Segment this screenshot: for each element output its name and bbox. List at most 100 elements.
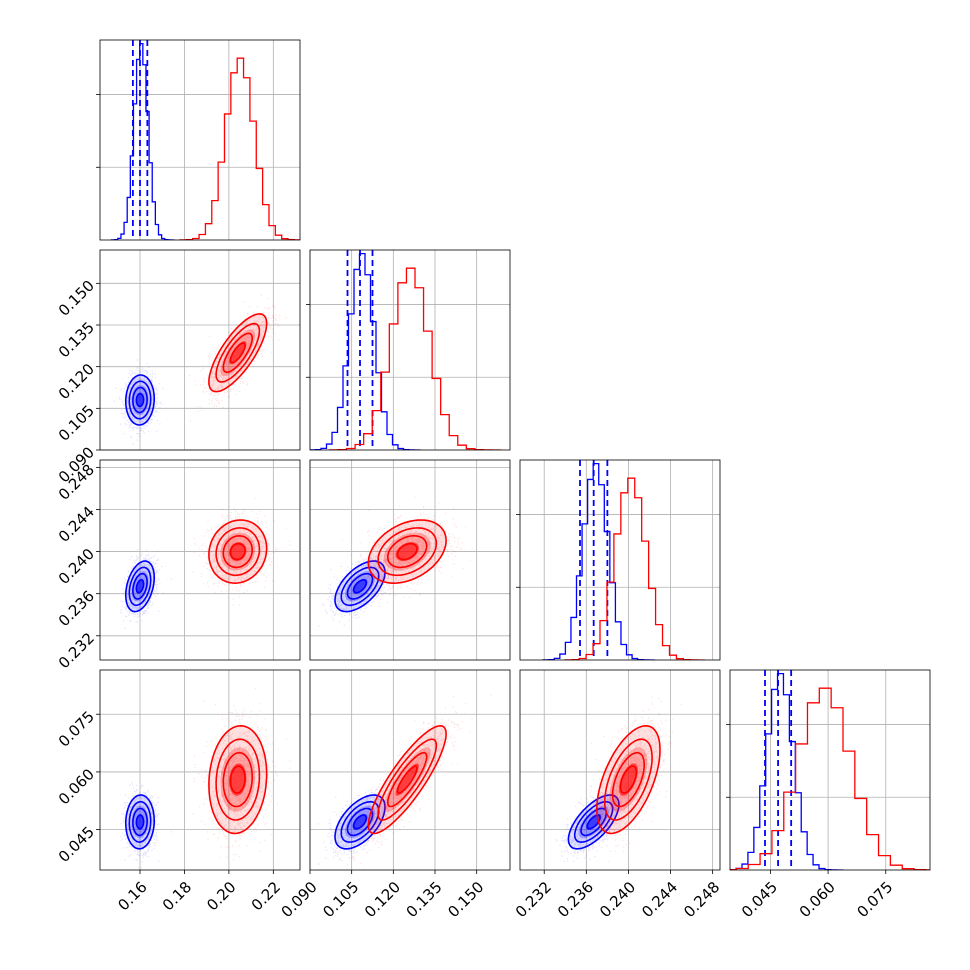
contour-blue <box>135 393 145 407</box>
contour-red <box>222 332 253 373</box>
density-core-red <box>229 341 247 365</box>
panel-content <box>110 40 300 240</box>
contour-red <box>611 751 645 808</box>
histogram-blue <box>310 252 421 450</box>
contour-red <box>229 765 246 794</box>
x-tick-label: 0.232 <box>512 878 555 921</box>
x-tick-label: 0.18 <box>159 878 195 914</box>
y-tick-label: 0.060 <box>55 765 98 808</box>
contour-blue <box>573 800 614 843</box>
histogram-blue <box>110 42 175 240</box>
contour-red <box>215 322 261 383</box>
x-tick-label: 0.236 <box>554 878 597 921</box>
contour-red <box>619 765 638 794</box>
panel-content <box>310 250 502 450</box>
panel-frame <box>309 669 511 871</box>
panel-content <box>120 687 291 869</box>
contour-red <box>215 738 261 821</box>
panel-frame <box>309 249 511 451</box>
contour-blue <box>580 807 608 837</box>
x-tick-label: 0.120 <box>361 878 404 921</box>
contour-red <box>396 542 418 561</box>
panel-2-2 <box>516 459 721 661</box>
y-tick-label: 0.240 <box>55 545 98 588</box>
x-tick-label: 0.150 <box>444 878 487 921</box>
contour-blue <box>353 814 367 830</box>
panel-frame <box>309 459 511 661</box>
contour-blue <box>125 374 155 426</box>
panel-frame <box>519 459 721 661</box>
panel-content <box>113 294 287 445</box>
contour-blue <box>132 386 148 414</box>
contour-blue <box>346 807 374 837</box>
contour-blue <box>135 579 145 594</box>
contour-blue <box>128 566 152 607</box>
density-core-blue <box>352 813 368 830</box>
panel-content <box>542 460 705 660</box>
contour-blue <box>128 800 152 843</box>
y-tick-label: 0.045 <box>55 823 98 866</box>
scatter-points-blue <box>120 549 172 630</box>
contour-blue <box>340 800 380 843</box>
x-tick-label: 0.240 <box>596 878 639 921</box>
y-tick-label: 0.120 <box>55 360 98 403</box>
contour-red <box>377 738 438 821</box>
histogram-blue <box>542 462 655 660</box>
contour-blue <box>586 814 601 830</box>
contour-red <box>215 527 261 577</box>
x-tick-label: 0.090 <box>278 878 321 921</box>
contour-blue <box>128 380 152 420</box>
panel-frame <box>99 669 301 871</box>
contour-blue <box>346 572 374 600</box>
scatter-points-red <box>579 696 682 863</box>
x-tick-label: 0.075 <box>853 878 896 921</box>
panel-content <box>318 496 473 627</box>
panel-0-0 <box>96 39 301 241</box>
contour-red <box>377 527 438 577</box>
panel-content <box>730 670 930 870</box>
contour-red <box>229 542 246 561</box>
panel-frame <box>519 669 721 871</box>
contour-blue <box>353 579 367 594</box>
x-tick-label: 0.244 <box>638 878 681 921</box>
histogram-red <box>328 267 502 450</box>
contour-red <box>387 535 428 569</box>
contour-red <box>208 519 268 585</box>
contour-red <box>229 342 246 364</box>
panel-3-2: 0.232 0.236 0.240 0.244 0.248 <box>512 669 723 921</box>
contour-red <box>396 765 418 794</box>
x-tick-label: 0.20 <box>203 878 239 914</box>
density-core-red <box>395 763 419 796</box>
contour-red <box>367 519 447 585</box>
contour-blue <box>334 560 386 613</box>
x-tick-label: 0.060 <box>796 878 839 921</box>
contour-red <box>595 724 661 835</box>
panel-1-1 <box>306 249 511 451</box>
y-tick-label: 0.135 <box>55 318 98 361</box>
density-core-blue <box>352 578 368 594</box>
y-tick-label: 0.150 <box>55 277 98 320</box>
contour-red <box>367 724 447 835</box>
panel-content <box>120 497 291 630</box>
contour-red <box>603 738 653 821</box>
panel-content <box>555 696 682 863</box>
y-tick-label: 0.236 <box>55 587 98 630</box>
contour-blue <box>334 794 386 850</box>
contour-blue <box>132 572 148 600</box>
contour-blue <box>135 814 145 830</box>
histogram-red <box>730 687 930 870</box>
y-tick-label: 0.105 <box>55 402 98 445</box>
contour-red <box>208 313 268 393</box>
contour-blue <box>125 560 155 613</box>
x-tick-label: 0.248 <box>680 878 723 921</box>
density-core-red <box>618 763 638 796</box>
contour-blue <box>132 807 148 837</box>
panel-frame <box>99 249 301 451</box>
panel-content <box>317 694 492 870</box>
histogram-red <box>564 477 705 660</box>
